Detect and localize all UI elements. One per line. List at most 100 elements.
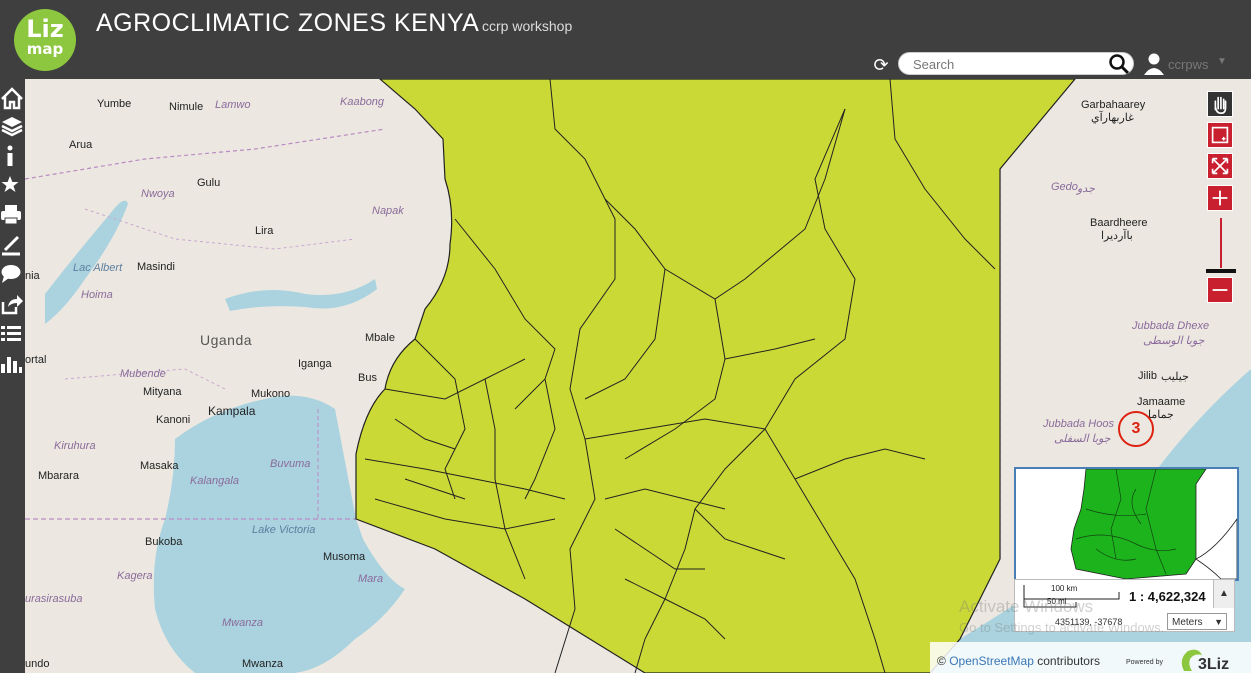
pan-icon[interactable]	[1207, 91, 1233, 117]
share-icon[interactable]	[0, 290, 25, 318]
units-select[interactable]: Meters ▼	[1167, 613, 1227, 630]
place-label: باآرديرا	[1101, 230, 1133, 242]
measure-icon[interactable]	[0, 230, 25, 258]
scale-bar	[1023, 585, 1120, 608]
place-label: Gedo	[1051, 181, 1078, 193]
place-label: غاربهارآي	[1091, 112, 1134, 124]
osm-link[interactable]: OpenStreetMap	[949, 654, 1034, 668]
place-label: جوبا الوسطى	[1143, 335, 1205, 347]
place-label: Lamwo	[215, 99, 251, 111]
logo-top-text: Liz	[26, 15, 64, 43]
chevron-down-icon: ▼	[1214, 617, 1223, 627]
search-icon[interactable]	[1107, 53, 1131, 75]
user-icon[interactable]	[1143, 52, 1165, 76]
place-label: Kagera	[117, 570, 153, 582]
search-input[interactable]	[911, 55, 1105, 74]
place-label: Baardheere	[1090, 217, 1148, 229]
place-label: Gulu	[197, 177, 221, 189]
search-box[interactable]	[898, 52, 1134, 75]
place-label: Nwoya	[141, 188, 175, 200]
chart-icon[interactable]	[0, 350, 25, 378]
map-canvas[interactable]: Yumbe Nimule Lamwo Kaabong Arua Gulu Nwo…	[25, 79, 1251, 673]
overview-map-image	[1016, 469, 1237, 579]
place-label: ortal	[25, 354, 47, 366]
place-label: Mara	[358, 573, 384, 585]
attribution-suffix: contributors	[1037, 654, 1100, 668]
overview-map[interactable]	[1014, 467, 1239, 581]
zoom-box-icon[interactable]	[1207, 122, 1233, 148]
place-label: جدو	[1077, 183, 1095, 195]
comment-icon[interactable]	[0, 260, 25, 288]
refresh-icon[interactable]: ⟳	[873, 55, 889, 75]
scale-ratio: 1 : 4,622,324	[1129, 589, 1206, 604]
svg-text:3Liz: 3Liz	[1198, 656, 1229, 673]
place-label: Napak	[372, 205, 404, 217]
place-label: Nimule	[169, 101, 204, 113]
scale-panel: 100 km 50 mi 1 : 4,622,324 ▲ 4351139, -3…	[1014, 579, 1235, 632]
sidebar	[0, 79, 25, 673]
place-label: Kanoni	[156, 414, 191, 426]
place-label: Kaabong	[340, 96, 385, 108]
lake-albert	[45, 200, 128, 324]
place-label: جوبا السفلى	[1054, 433, 1111, 445]
place-label: Mwanza	[242, 658, 283, 670]
header: Liz map AGROCLIMATIC ZONES KENYA ccrp wo…	[0, 0, 1251, 79]
logo-bottom-text: map	[26, 40, 64, 58]
place-label: Jubbada Dhexe	[1132, 320, 1210, 332]
place-label: Mubende	[120, 368, 166, 380]
place-label: Kampala	[208, 404, 256, 418]
mouse-coordinates: 4351139, -37678	[1055, 617, 1123, 627]
zoom-slider-handle[interactable]	[1206, 269, 1236, 273]
place-label: Masaka	[140, 460, 179, 472]
place-label: Jamaame	[1137, 396, 1186, 408]
place-label: Lira	[255, 225, 274, 237]
place-label: Jilib	[1138, 370, 1157, 382]
list-icon[interactable]	[0, 320, 25, 348]
place-label: Arua	[69, 139, 93, 151]
zoom-extent-icon[interactable]	[1207, 153, 1233, 179]
place-label: Bus	[358, 372, 377, 384]
user-name[interactable]: ccrpws	[1168, 57, 1209, 72]
lake-victoria	[153, 395, 405, 673]
kenya-zones[interactable]	[355, 79, 1076, 673]
place-label: undo	[25, 658, 50, 670]
place-label: جماما	[1148, 409, 1174, 421]
place-label: Uganda	[200, 332, 253, 348]
lizmap-logo[interactable]: Liz map	[14, 9, 76, 71]
place-label: Bukoba	[145, 536, 183, 548]
layers-icon[interactable]	[0, 112, 25, 140]
print-icon[interactable]	[0, 200, 25, 228]
scale-km-label: 100 km	[1051, 584, 1078, 593]
place-label: Mwanza	[222, 617, 263, 629]
scale-up-icon[interactable]: ▲	[1213, 580, 1234, 608]
place-label: Kalangala	[190, 475, 239, 487]
place-label: Garbahaarey	[1081, 99, 1146, 111]
place-label: Musoma	[323, 551, 366, 563]
annotation-marker: 3	[1118, 411, 1154, 447]
home-icon[interactable]	[0, 84, 25, 112]
zoom-slider-track[interactable]	[1220, 218, 1222, 268]
place-label: Mukono	[251, 388, 291, 400]
page-title: AGROCLIMATIC ZONES KENYA	[96, 9, 480, 37]
place-label: Lac Albert	[73, 262, 123, 274]
star-icon[interactable]	[0, 170, 25, 198]
place-label: Buvuma	[270, 458, 311, 470]
powered-by-label: Powered by	[1126, 659, 1163, 666]
place-label: Kiruhura	[54, 440, 96, 452]
zoom-in-icon[interactable]	[1207, 185, 1233, 211]
scale-mi-label: 50 mi	[1047, 597, 1067, 606]
page-subtitle: ccrp workshop	[482, 18, 573, 34]
place-label: Mbale	[365, 332, 395, 344]
chevron-down-icon[interactable]: ▼	[1217, 56, 1227, 67]
3liz-logo[interactable]: 3Liz	[1176, 645, 1246, 673]
copyright-symbol: ©	[937, 654, 946, 668]
place-label: Mityana	[143, 386, 182, 398]
place-label: Mbarara	[38, 470, 79, 482]
place-label: جيليب	[1161, 371, 1189, 383]
zoom-out-icon[interactable]	[1207, 277, 1233, 303]
place-label: Iganga	[298, 358, 332, 370]
info-icon[interactable]	[0, 142, 25, 170]
place-label: Hoima	[81, 289, 113, 301]
place-label: Masindi	[137, 261, 175, 273]
lake-kyoga	[225, 279, 377, 311]
